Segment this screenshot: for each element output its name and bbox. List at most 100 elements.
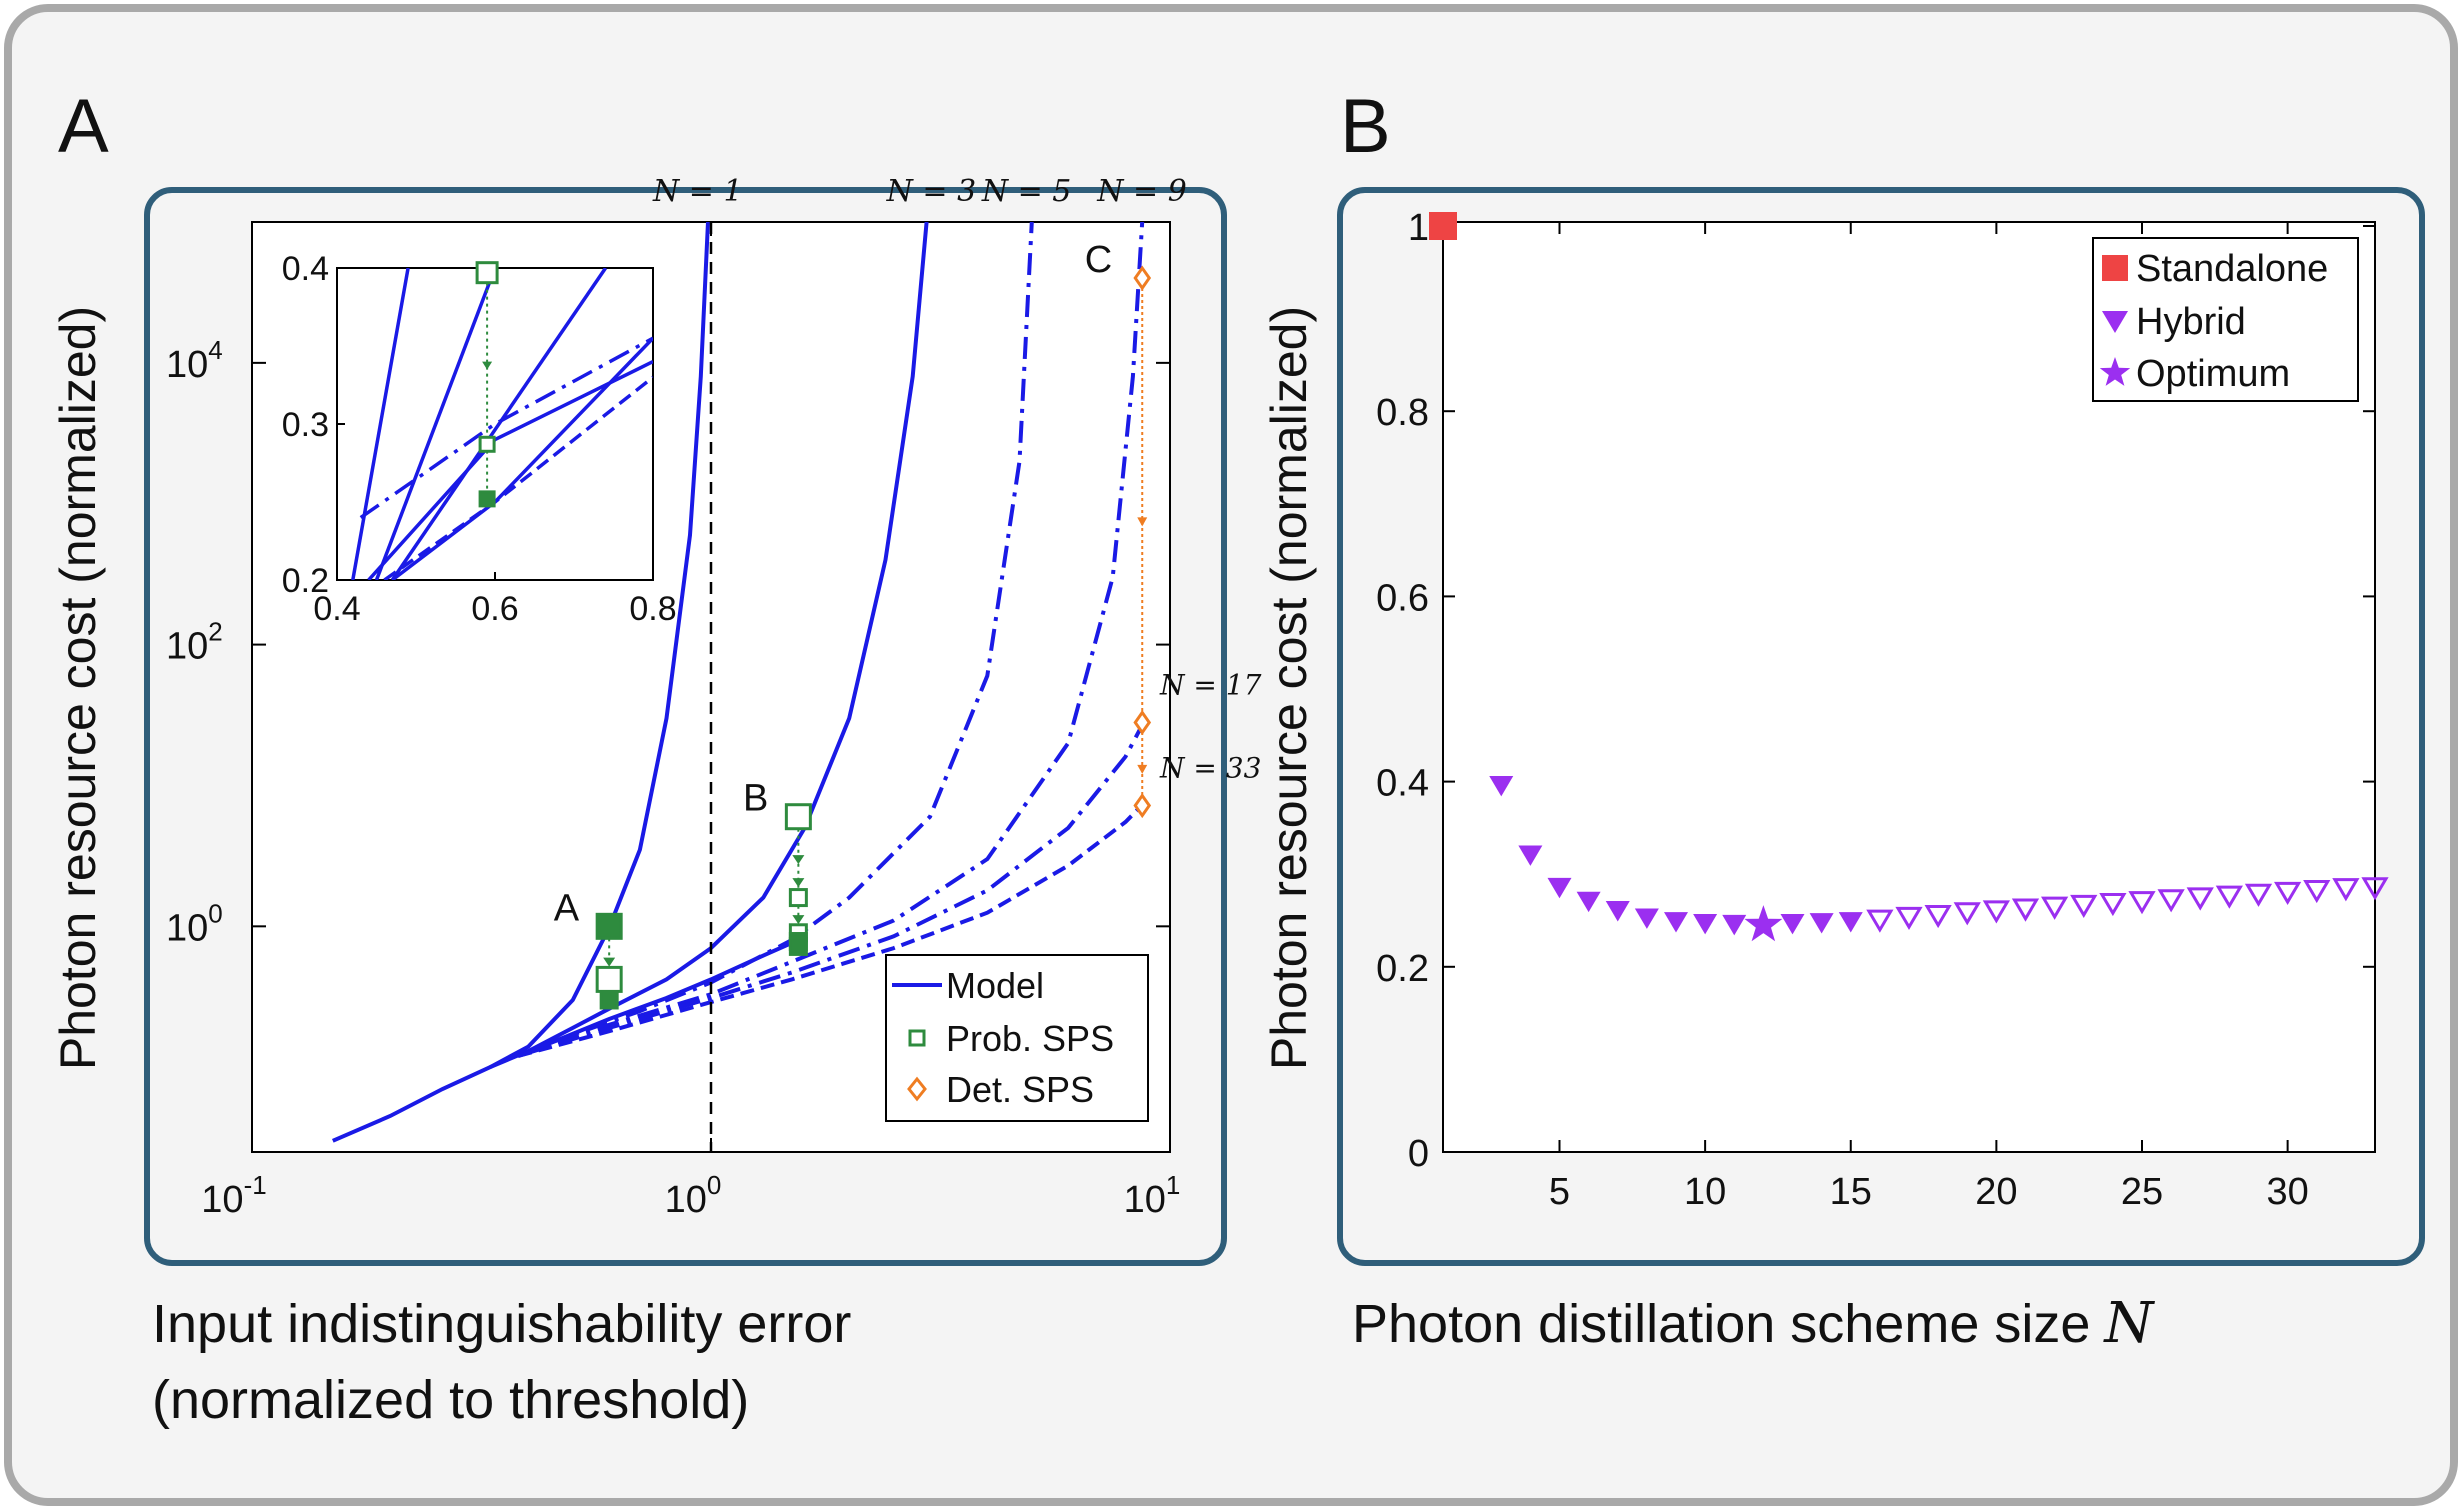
b-y-tick-label-1: 0.2	[1376, 948, 1429, 990]
inset-line-0	[351, 268, 410, 580]
x-tick-label-base-0: 10	[201, 1179, 243, 1221]
series-line-1	[489, 222, 929, 1070]
hybrid-open-marker-2	[1924, 905, 1952, 929]
inset-prob-marker-2	[478, 490, 496, 508]
prob-marker-3	[784, 803, 812, 831]
inset-x-tick-label-2: 0.8	[629, 590, 676, 628]
point-label-C: C	[1085, 239, 1112, 281]
inset-x-tick-label-0: 0.4	[313, 590, 360, 628]
inset-arrow	[482, 361, 493, 370]
top-label-1: N = 3	[886, 174, 977, 209]
legend-a-box	[885, 954, 1149, 1122]
panel-a-letter: A	[58, 84, 109, 169]
panel-b-xlabel-var: N	[2102, 1291, 2155, 1356]
y-tick-label-exp-0: 0	[208, 898, 222, 928]
hybrid-filled-marker-4	[1605, 901, 1630, 922]
hybrid-open-marker-15	[2303, 880, 2331, 904]
hybrid-filled-marker-10	[1809, 913, 1834, 934]
b-y-tick-label-2: 0.4	[1376, 763, 1429, 805]
inset-line-1	[374, 268, 497, 580]
hybrid-open-marker-12	[2215, 885, 2244, 909]
prob-arrow-a	[603, 957, 616, 967]
b-y-tick-label-3: 0.6	[1376, 577, 1429, 619]
legend-det-label: Det. SPS	[946, 1069, 1094, 1110]
x-tick-label-1: 100	[665, 1170, 722, 1221]
optimum-marker	[1744, 905, 1783, 942]
prob-marker-7	[788, 936, 808, 956]
x-tick-label-2: 101	[1124, 1170, 1181, 1221]
x-tick-label-exp-0: -1	[244, 1170, 267, 1200]
hybrid-filled-marker-8	[1722, 914, 1747, 936]
x-tick-label-base-1: 10	[665, 1179, 707, 1221]
hybrid-open-marker-1	[1895, 906, 1923, 931]
det-marker-1	[1133, 709, 1152, 736]
prob-marker-1	[595, 965, 623, 993]
inset-x-tick-label-1: 0.6	[471, 590, 518, 628]
y-tick-label-base-0: 10	[166, 907, 208, 949]
legend-model-label: Model	[946, 965, 1044, 1006]
legend-standalone-marker	[2102, 255, 2128, 281]
point-label-B: B	[743, 778, 768, 820]
panel-b-chart: 5 10 15 20 25 30 0 0.2 0.4 0.6 0.8 1 Standalone Hyb…	[1261, 207, 2389, 1356]
legend-det-marker	[907, 1076, 927, 1102]
prob-marker-4	[788, 888, 808, 908]
hybrid-open-marker-4	[1982, 900, 2011, 924]
prob-arrow-b-2	[792, 915, 805, 925]
x-tick-label-0: 10-1	[201, 1170, 266, 1221]
legend-prob-marker	[908, 1029, 926, 1047]
legend-hybrid-label: Hybrid	[2136, 301, 2246, 343]
hybrid-filled-marker-2	[1547, 877, 1572, 899]
b-y-tick-label-0: 0	[1408, 1133, 1429, 1175]
top-label-0: N = 1	[652, 174, 743, 209]
panel-b-xlabel: Photon distillation scheme size N	[1352, 1291, 2155, 1356]
point-label-A: A	[554, 887, 580, 929]
b-y-tick-label-5: 1	[1408, 207, 1429, 249]
prob-arrow-b-0	[792, 855, 805, 865]
panel-a-ylabel: Photon resource cost (normalized)	[50, 306, 106, 1070]
hybrid-filled-marker-5	[1634, 908, 1659, 929]
hybrid-open-marker-9	[2128, 891, 2156, 915]
hybrid-open-marker-14	[2274, 881, 2302, 906]
legend-optimum-label: Optimum	[2136, 353, 2290, 395]
y-tick-label-base-1: 10	[166, 626, 208, 668]
legend-b-box	[2092, 237, 2359, 402]
n33-label: N = 33	[1159, 752, 1261, 785]
legend-optimum-marker	[2099, 357, 2131, 386]
det-marker-2	[1133, 792, 1152, 819]
inset-frame	[336, 267, 654, 581]
hybrid-open-marker-13	[2244, 883, 2273, 907]
hybrid-open-marker-8	[2099, 892, 2127, 917]
panel-a-xlabel-line1: Input indistinguishability error	[152, 1294, 851, 1354]
hybrid-filled-marker-7	[1693, 914, 1718, 935]
inset-prob-marker-0	[475, 261, 499, 285]
n17-label: N = 17	[1159, 668, 1262, 701]
panel-a-xlabel-line2: (normalized to threshold)	[152, 1370, 749, 1430]
y-tick-label-exp-2: 4	[208, 335, 222, 365]
hybrid-open-marker-0	[1866, 909, 1894, 933]
hybrid-filled-marker-1	[1518, 845, 1543, 866]
x-tick-label-base-2: 10	[1124, 1179, 1166, 1221]
top-label-4: N = 9	[1096, 174, 1187, 209]
hybrid-open-marker-17	[2361, 877, 2389, 901]
inset-prob-marker-1	[478, 435, 496, 453]
hybrid-open-marker-11	[2186, 887, 2214, 911]
panel-b-letter: B	[1340, 84, 1391, 169]
inset-y-tick-label-2: 0.4	[282, 250, 329, 288]
prob-marker-0	[595, 912, 623, 940]
panel-b-ylabel: Photon resource cost (normalized)	[1261, 306, 1317, 1070]
series-line-5	[517, 728, 1142, 1058]
hybrid-open-marker-3	[1953, 902, 1981, 926]
b-x-tick-label-5: 30	[2266, 1171, 2308, 1213]
det-arrow-1	[1137, 764, 1148, 774]
b-x-tick-label-0: 5	[1549, 1171, 1570, 1213]
b-y-tick-label-4: 0.8	[1376, 392, 1429, 434]
hybrid-open-marker-10	[2157, 889, 2185, 913]
x-tick-label-exp-1: 0	[707, 1170, 721, 1200]
det-arrow-0	[1137, 517, 1148, 527]
hybrid-open-marker-5	[2011, 898, 2040, 922]
standalone-marker	[1429, 212, 1457, 240]
top-label-3: N = 5	[981, 174, 1072, 209]
hybrid-filled-marker-0	[1489, 776, 1514, 797]
inset-line-2	[390, 268, 608, 580]
